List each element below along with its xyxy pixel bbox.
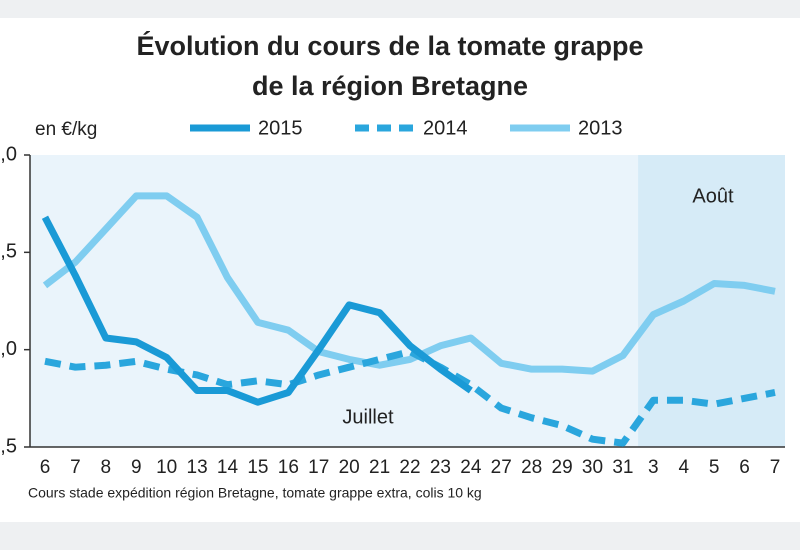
x-tick-label: 6 [739, 457, 750, 478]
x-tick-label: 6 [40, 457, 51, 478]
august-region [638, 155, 785, 447]
chart-title: de la région Bretagne [252, 71, 528, 101]
x-tick-label: 3 [648, 457, 659, 478]
x-tick-label: 14 [217, 457, 239, 478]
x-tick-label: 15 [247, 457, 268, 478]
bottom-strip [0, 522, 800, 550]
x-tick-label: 7 [770, 457, 781, 478]
x-tick-label: 21 [369, 457, 390, 478]
x-tick-label: 13 [187, 457, 208, 478]
x-tick-label: 28 [521, 457, 542, 478]
y-tick-label: 2,0 [0, 143, 17, 165]
x-tick-label: 20 [339, 457, 360, 478]
chart-title: Évolution du cours de la tomate grappe [136, 30, 643, 61]
series-line [44, 348, 776, 447]
x-tick-label: 10 [156, 457, 177, 478]
legend-label: 2014 [423, 117, 468, 139]
top-strip [0, 0, 800, 18]
series-line [42, 192, 776, 375]
x-tick-label: 29 [552, 457, 573, 478]
x-tick-label: 24 [460, 457, 482, 478]
annotation: Août [692, 185, 734, 207]
x-tick-label: 23 [430, 457, 451, 478]
x-tick-label: 30 [582, 457, 603, 478]
x-tick-label: 17 [308, 457, 329, 478]
x-tick-label: 4 [678, 457, 689, 478]
y-axis-label: en €/kg [35, 119, 97, 140]
y-tick-label: 0,5 [0, 435, 17, 457]
legend-label: 2015 [258, 117, 303, 139]
x-tick-label: 16 [278, 457, 299, 478]
x-tick-label: 31 [612, 457, 633, 478]
x-tick-label: 7 [70, 457, 81, 478]
x-tick-label: 27 [491, 457, 512, 478]
y-tick-label: 1,0 [0, 338, 17, 360]
legend-label: 2013 [578, 117, 623, 139]
footnote: Cours stade expédition région Bretagne, … [28, 485, 482, 501]
x-tick-label: 22 [399, 457, 420, 478]
series-line [41, 215, 473, 406]
y-tick-label: 1,5 [0, 241, 17, 263]
x-tick-label: 8 [101, 457, 112, 478]
x-tick-label: 9 [131, 457, 142, 478]
annotation: Juillet [342, 406, 394, 428]
x-tick-label: 5 [709, 457, 720, 478]
